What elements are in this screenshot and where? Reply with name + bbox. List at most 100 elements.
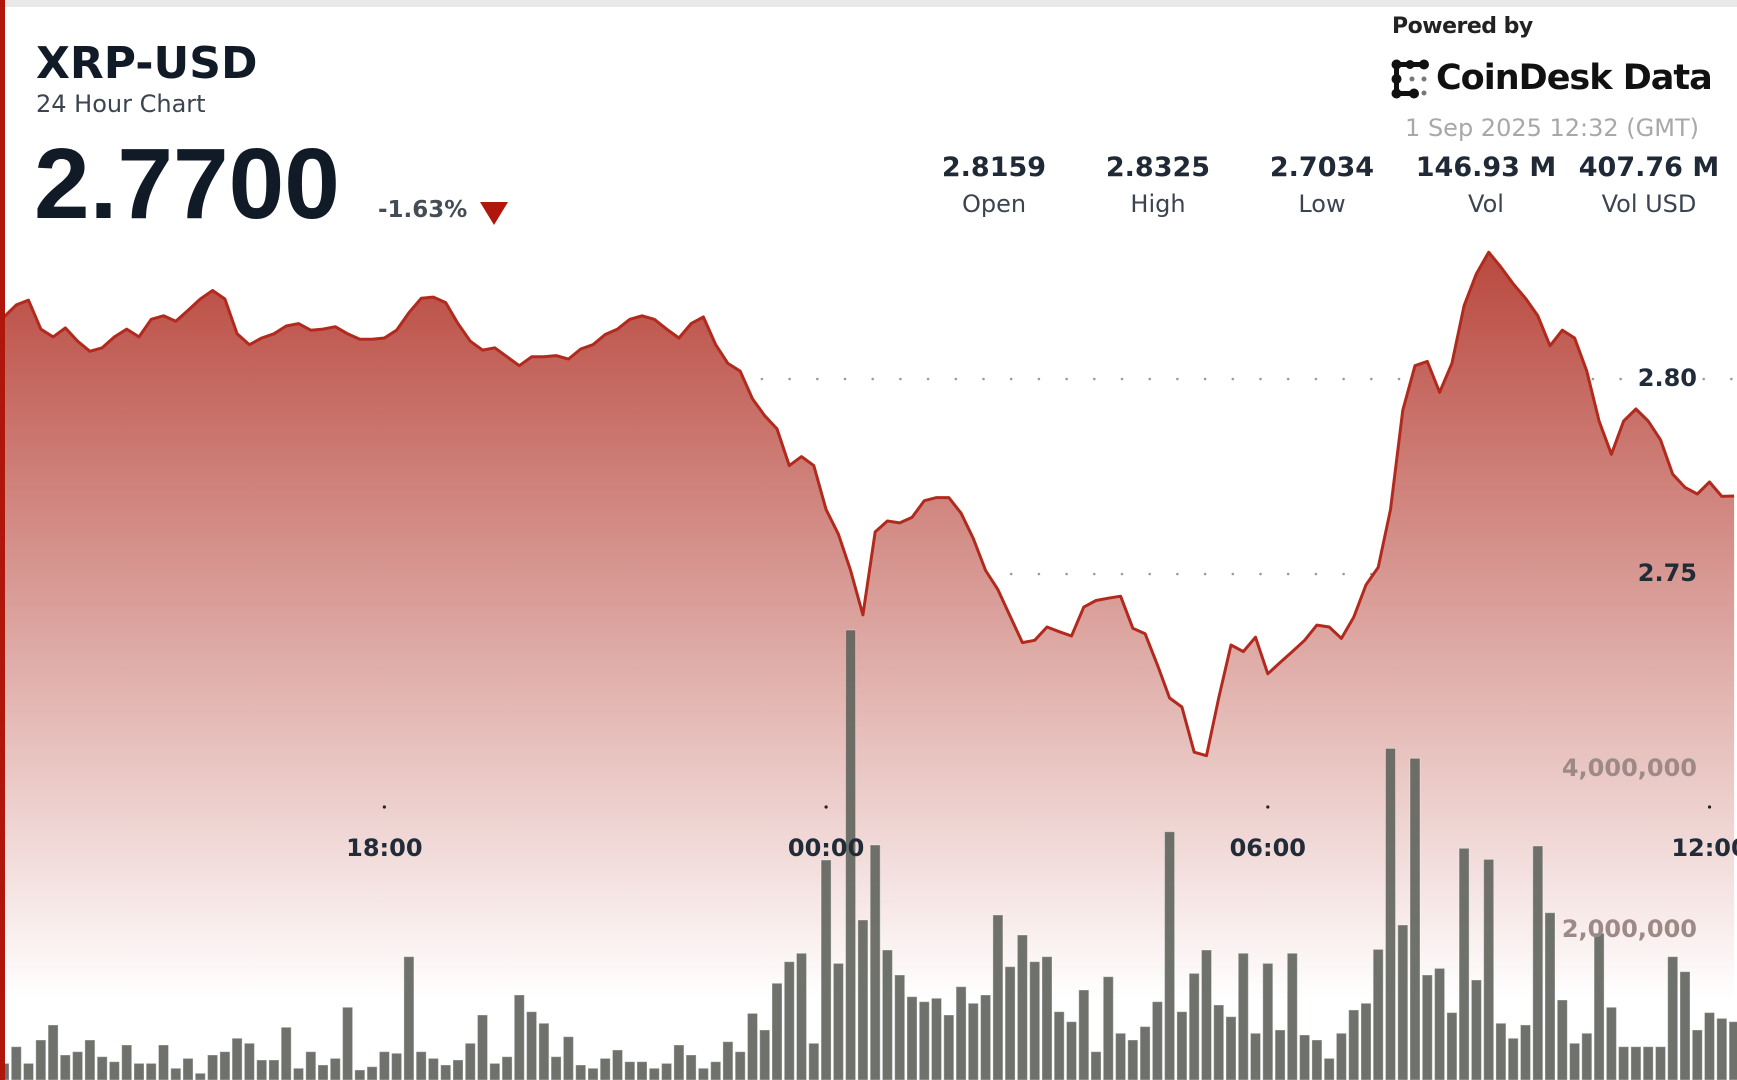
volume-bar [1041, 956, 1053, 1080]
grid-dot [1231, 377, 1235, 381]
top-border [0, 0, 1737, 7]
volume-bar [231, 1037, 243, 1080]
volume-bar [881, 949, 893, 1080]
volume-bar [1262, 962, 1274, 1080]
volume-bar [1115, 1032, 1127, 1080]
volume-bar [538, 1022, 550, 1080]
y-tick-label: 2.75 [1637, 559, 1697, 587]
volume-bar [1176, 1011, 1188, 1080]
volume-bar [955, 986, 967, 1080]
volume-bar [329, 1057, 341, 1080]
volume-bar [722, 1041, 734, 1080]
stat-value: 146.93 M [1415, 152, 1557, 183]
volume-bar [1618, 1046, 1630, 1080]
grid-dot [1176, 572, 1179, 576]
grid-dot [1286, 377, 1290, 381]
stat-vol: 146.93 M Vol [1406, 152, 1566, 218]
grid-dot [1065, 572, 1068, 576]
volume-bar [1360, 1002, 1372, 1080]
volume-bar [661, 1062, 673, 1080]
volume-bar [1151, 1001, 1163, 1080]
volume-bar [194, 1072, 206, 1080]
grid-dot [1176, 377, 1179, 381]
grid-dot [1702, 377, 1705, 381]
grid-dot [1065, 377, 1068, 381]
grid-dot [982, 377, 985, 381]
volume-bar [1299, 1034, 1311, 1080]
volume-bar [845, 629, 857, 1080]
stat-label: Low [1298, 190, 1346, 218]
volume-bar [145, 1062, 157, 1080]
x-tick-label: 12:00 [1671, 834, 1737, 862]
grid-dot [1342, 377, 1345, 381]
volume-bar [1642, 1046, 1654, 1080]
grid-dot [816, 377, 819, 381]
volume-bar [1728, 1021, 1737, 1080]
volume-bar [158, 1044, 169, 1080]
chart-subtitle: 24 Hour Chart [36, 90, 206, 118]
grid-dot [1093, 572, 1096, 576]
volume-bar [1556, 999, 1568, 1080]
volume-bar [1323, 1057, 1335, 1080]
volume-bar [1237, 952, 1249, 1080]
volume-bar [1704, 1012, 1715, 1080]
volume-bar [1691, 1029, 1703, 1080]
grid-dot [1314, 572, 1318, 576]
volume-bar [1225, 1016, 1237, 1080]
stat-value: 2.8325 [1105, 152, 1211, 183]
volume-bar [1250, 1032, 1261, 1080]
volume-bar [354, 1069, 366, 1080]
volume-bar [391, 1052, 403, 1080]
volume-bar [1016, 934, 1028, 1080]
volume-bar [894, 974, 906, 1080]
stat-value: 2.8159 [941, 152, 1047, 183]
volume-bar [280, 1026, 292, 1080]
grid-dot [1203, 377, 1207, 381]
volume-bar [489, 1062, 501, 1080]
volume-bar [1004, 966, 1016, 1080]
volume-bar [759, 1029, 771, 1080]
volume-bar [440, 1064, 452, 1080]
volume-bar [1397, 924, 1409, 1080]
stat-open: 2.8159 Open [914, 152, 1074, 218]
volume-bar [342, 1006, 354, 1080]
volume-bar [612, 1049, 623, 1080]
volume-bar [47, 1024, 59, 1080]
volume-bar [697, 1067, 709, 1080]
triangle-down-icon [480, 202, 508, 225]
volume-bar [1679, 971, 1691, 1080]
volume-bar [1053, 1011, 1065, 1080]
volume-bar [305, 1051, 317, 1080]
volume-bar [415, 1051, 427, 1080]
volume-bar [293, 1067, 304, 1080]
volume-bar [219, 1051, 231, 1080]
grid-dot [899, 377, 902, 381]
volume-bar [10, 1046, 22, 1080]
volume-bar [1348, 1009, 1360, 1080]
volume-tick-label: 2,000,000 [1561, 915, 1697, 943]
grid-dot [1148, 572, 1151, 576]
volume-bar [869, 844, 881, 1080]
volume-bar [1605, 1006, 1617, 1080]
stat-high: 2.8325 High [1078, 152, 1238, 218]
volume-bar [121, 1044, 133, 1080]
volume-bar [317, 1064, 329, 1080]
volume-tick-label: 4,000,000 [1561, 754, 1697, 782]
price-change: -1.63% [378, 197, 468, 223]
volume-bar [1630, 1046, 1642, 1080]
volume-bar [477, 1014, 488, 1080]
volume-bar [1655, 1046, 1666, 1080]
volume-bar [1201, 949, 1212, 1080]
volume-bar [59, 1054, 71, 1080]
volume-bar [1213, 1004, 1225, 1080]
volume-bar [1078, 989, 1090, 1080]
volume-bar [648, 1067, 660, 1080]
volume-bar [1372, 948, 1384, 1080]
timestamp: 1 Sep 2025 12:32 (GMT) [1405, 114, 1699, 142]
volume-bar [918, 1001, 930, 1080]
volume-bar [464, 1042, 476, 1080]
volume-bar [1188, 972, 1200, 1080]
volume-bar [734, 1051, 746, 1080]
volume-bar [967, 1002, 979, 1080]
